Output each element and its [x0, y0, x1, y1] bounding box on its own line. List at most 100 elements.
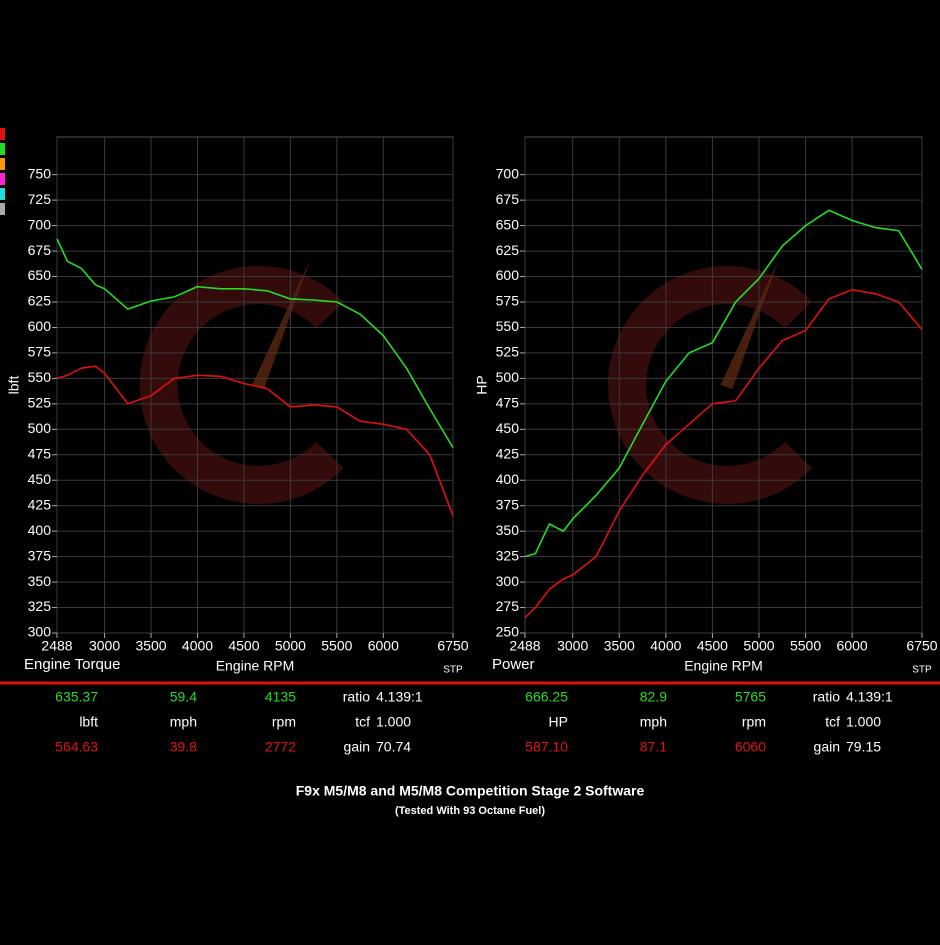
- readout-cell: 666.25: [525, 689, 568, 705]
- readout-cell: rpm: [742, 714, 766, 730]
- y-tick-label: 700: [496, 165, 520, 181]
- x-tick-label: 6000: [837, 638, 868, 654]
- x-tick-label: 4000: [182, 638, 213, 654]
- y-tick-label: 600: [28, 318, 52, 334]
- y-tick-label: 375: [496, 496, 520, 512]
- chart-panel: 300 325 350 375 400 425 450 475 500 525 550 575 600 6…: [6, 136, 469, 676]
- y-tick-label: 550: [496, 318, 520, 334]
- swatch: [0, 203, 5, 215]
- y-tick-label: 275: [496, 598, 520, 614]
- y-tick-label: 450: [496, 420, 520, 436]
- stp-note: STP: [443, 665, 463, 676]
- x-tick-label: 4000: [650, 638, 681, 654]
- y-axis-label: HP: [474, 375, 490, 394]
- readout-cell: 4.139:1: [376, 689, 423, 705]
- readout-cell: 39.8: [170, 739, 197, 755]
- y-tick-label: 475: [496, 395, 520, 411]
- readout-cell: ratio: [343, 689, 370, 705]
- swatch: [0, 188, 5, 200]
- data-line: [56, 365, 454, 517]
- y-tick-label: 550: [28, 369, 52, 385]
- data-line: [524, 209, 923, 558]
- readout-cell: 82.9: [640, 689, 667, 705]
- chart-title: Engine Torque: [24, 656, 120, 673]
- readout-cell: 587.10: [525, 739, 568, 755]
- readout-cell: 564.63: [55, 739, 98, 755]
- chart-panel: 250 275 300 325 350 375 400 425 450 475 500 525 550 5…: [474, 136, 938, 676]
- x-tick-label: 3500: [604, 638, 635, 654]
- y-tick-label: 375: [28, 547, 52, 563]
- readout-cell: mph: [170, 714, 197, 730]
- swatch: [0, 158, 5, 170]
- readout-cell: tcf: [825, 714, 840, 730]
- logo-needle: [720, 260, 779, 389]
- y-tick-label: 500: [28, 420, 52, 436]
- y-tick-label: 675: [496, 191, 520, 207]
- logo-watermark: [139, 266, 344, 504]
- readout-cell: 5765: [735, 689, 766, 705]
- y-tick-label: 650: [28, 267, 52, 283]
- logo-watermark: [608, 266, 813, 504]
- x-tick-label: 5500: [321, 638, 352, 654]
- y-tick-label: 625: [496, 242, 520, 258]
- readout-cell: gain: [814, 739, 840, 755]
- y-tick-label: 675: [28, 242, 52, 258]
- y-tick-label: 525: [496, 344, 520, 360]
- readout-cell: 87.1: [640, 739, 667, 755]
- y-tick-label: 300: [496, 573, 520, 589]
- x-tick-label: 4500: [697, 638, 728, 654]
- x-axis-label: Engine RPM: [216, 658, 295, 674]
- swatch: [0, 143, 5, 155]
- x-tick-label: 6750: [906, 638, 937, 654]
- y-tick-label: 325: [28, 598, 52, 614]
- readout-cell: ratio: [813, 689, 840, 705]
- y-tick-label: 250: [496, 624, 520, 640]
- x-tick-label: 3500: [135, 638, 166, 654]
- swatch: [0, 173, 5, 185]
- y-tick-label: 575: [496, 293, 520, 309]
- legend-swatches: [0, 128, 5, 215]
- readout-cell: 79.15: [846, 739, 881, 755]
- x-tick-label: 2488: [41, 638, 72, 654]
- data-line: [524, 288, 923, 619]
- readout-cell: 6060: [735, 739, 766, 755]
- caption-subtitle: (Tested With 93 Octane Fuel): [395, 805, 545, 817]
- readout-cell: 1.000: [846, 714, 881, 730]
- y-tick-label: 425: [28, 496, 52, 512]
- y-tick-label: 400: [28, 522, 52, 538]
- y-tick-label: 300: [28, 624, 52, 640]
- readout-cell: 1.000: [376, 714, 411, 730]
- y-tick-label: 400: [496, 471, 520, 487]
- y-tick-label: 350: [28, 573, 52, 589]
- readout-cell: 4135: [265, 689, 296, 705]
- y-tick-label: 450: [28, 471, 52, 487]
- x-tick-label: 6750: [437, 638, 468, 654]
- x-tick-label: 5000: [275, 638, 306, 654]
- y-tick-label: 325: [496, 547, 520, 563]
- x-tick-label: 2488: [509, 638, 540, 654]
- y-tick-label: 425: [496, 445, 520, 461]
- y-tick-label: 750: [28, 165, 52, 181]
- caption-title: F9x M5/M8 and M5/M8 Competition Stage 2 …: [296, 783, 645, 799]
- y-tick-label: 725: [28, 191, 52, 207]
- x-tick-label: 4500: [228, 638, 259, 654]
- logo-needle: [252, 260, 310, 389]
- y-tick-label: 600: [496, 267, 520, 283]
- stp-note: STP: [912, 665, 932, 676]
- readout-cell: 59.4: [170, 689, 197, 705]
- x-tick-label: 6000: [368, 638, 399, 654]
- x-axis-label: Engine RPM: [684, 658, 763, 674]
- x-tick-label: 5500: [790, 638, 821, 654]
- y-tick-label: 575: [28, 344, 52, 360]
- readout-cell: 635.37: [55, 689, 98, 705]
- readout-cell: mph: [640, 714, 667, 730]
- x-tick-label: 3000: [557, 638, 588, 654]
- y-tick-label: 475: [28, 445, 52, 461]
- x-tick-label: 3000: [89, 638, 120, 654]
- y-tick-label: 625: [28, 293, 52, 309]
- y-tick-label: 650: [496, 216, 520, 232]
- y-tick-label: 700: [28, 216, 52, 232]
- readout-cell: tcf: [355, 714, 370, 730]
- data-line: [56, 238, 454, 449]
